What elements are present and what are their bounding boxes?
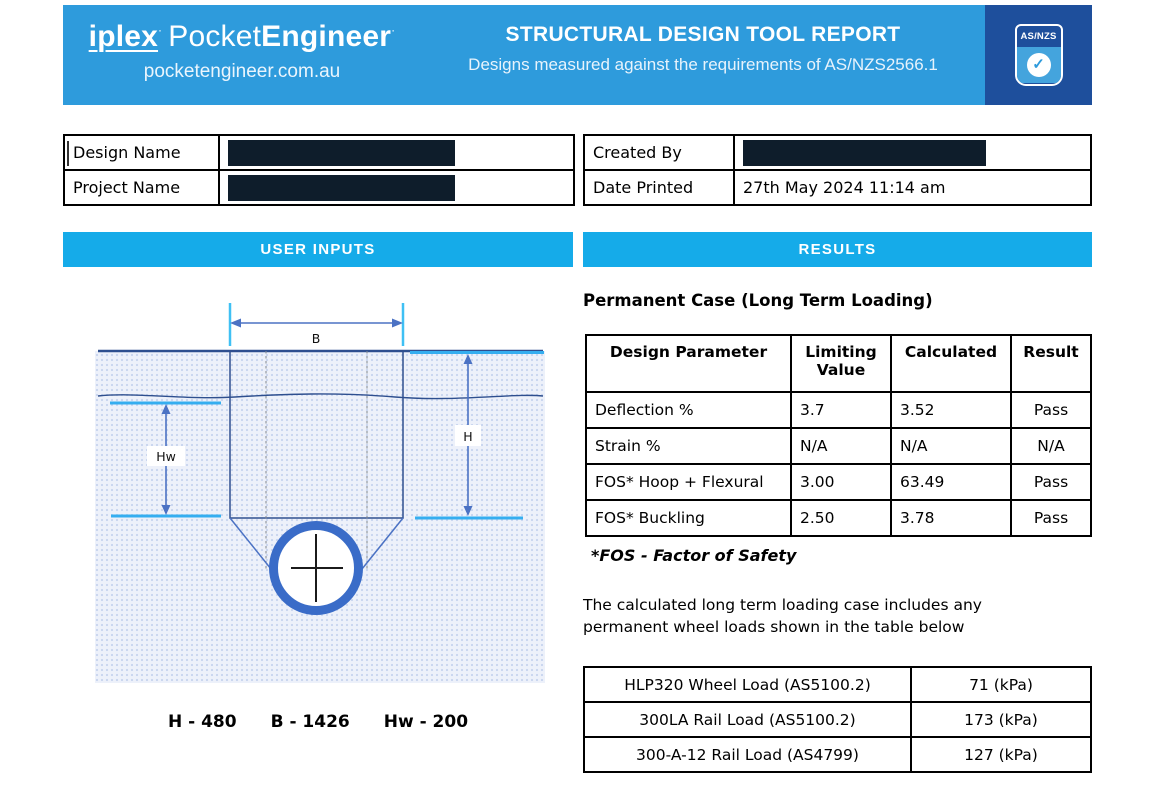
trench-pipe-diagram: B Hw H (95, 303, 545, 683)
arrowhead-icon (463, 354, 473, 364)
brand-tm-icon: · (158, 23, 163, 37)
text-cursor (67, 141, 69, 166)
header-titles: STRUCTURAL DESIGN TOOL REPORT Designs me… (421, 5, 985, 105)
hw-label-box (147, 446, 185, 466)
brand-engineer: Engineer (261, 20, 392, 53)
brand-pocket: Pocket (168, 20, 262, 53)
col-calculated: Calculated (890, 334, 1012, 393)
dim-b: B - 1426 (270, 712, 350, 732)
table-row: 300LA Rail Load (AS5100.2) 173 (kPa) (583, 701, 1092, 738)
brand-tm-icon: · (391, 23, 396, 37)
brand-website: pocketengineer.com.au (143, 61, 341, 82)
dim-hw: Hw - 200 (383, 712, 469, 732)
results-note: The calculated long term loading case in… (583, 596, 982, 637)
section-header-results: RESULTS (583, 232, 1092, 267)
project-name-label: Project Name (63, 169, 220, 206)
haunch-line-left (229, 517, 272, 570)
table-row: Deflection % 3.7 3.52 Pass (585, 391, 1092, 429)
brand-logo: iplex· PocketEngineer· pocketengineer.com… (63, 5, 421, 105)
brand-wordmark: iplex· PocketEngineer· (63, 20, 421, 54)
arrowhead-icon (161, 404, 171, 414)
haunch-line-right (361, 517, 404, 570)
table-row: HLP320 Wheel Load (AS5100.2) 71 (kPa) (583, 666, 1092, 703)
table-row: 300-A-12 Rail Load (AS4799) 127 (kPa) (583, 736, 1092, 773)
table-row: Created By (583, 134, 1092, 171)
b-label: B (312, 331, 321, 346)
table-row: Design Name (63, 134, 575, 171)
table-row: Strain % N/A N/A N/A (585, 427, 1092, 465)
table-row: FOS* Hoop + Flexural 3.00 63.49 Pass (585, 463, 1092, 501)
load-label: 300-A-12 Rail Load (AS4799) (583, 736, 912, 773)
redacted-created-by (743, 139, 986, 166)
design-info-table: Design Name Project Name (63, 134, 575, 206)
table-header-row: Design Parameter Limiting Value Calculat… (585, 334, 1092, 393)
arrowhead-icon (392, 318, 403, 328)
arrowhead-icon (463, 506, 473, 516)
load-value: 127 (kPa) (910, 736, 1092, 773)
design-name-label: Design Name (73, 143, 181, 162)
asnzs-badge-block: AS/NZS ✓ (985, 5, 1092, 105)
dimension-values: H - 480 B - 1426 Hw - 200 (63, 712, 573, 732)
result-cell: Pass (1010, 463, 1092, 501)
print-info-table: Created By Date Printed 27th May 2024 11… (583, 134, 1092, 206)
date-printed-label: Date Printed (583, 169, 735, 206)
report-subtitle: Designs measured against the requirement… (468, 55, 938, 74)
col-limiting-value: Limiting Value (790, 334, 892, 393)
brand-iplex: iplex (88, 20, 159, 53)
dim-h: H - 480 (167, 712, 237, 732)
trench-outline (229, 350, 404, 519)
water-table-line (97, 393, 544, 400)
section-header-user-inputs: USER INPUTS (63, 232, 573, 267)
load-value: 173 (kPa) (910, 701, 1092, 738)
h-label: H (463, 429, 472, 444)
fos-footnote: *FOS - Factor of Safety (591, 546, 797, 565)
result-cell: N/A (1010, 427, 1092, 465)
arrowhead-icon (161, 505, 171, 515)
case-title: Permanent Case (Long Term Loading) (583, 291, 933, 310)
table-row: Project Name (63, 169, 575, 206)
table-row: FOS* Buckling 2.50 3.78 Pass (585, 499, 1092, 537)
col-design-parameter: Design Parameter (585, 334, 792, 393)
result-cell: Pass (1010, 391, 1092, 429)
redacted-design-name (228, 139, 455, 166)
h-label-box (455, 425, 481, 446)
created-by-label: Created By (583, 134, 735, 171)
col-result: Result (1010, 334, 1092, 393)
date-printed-value: 27th May 2024 11:14 am (733, 169, 1092, 206)
results-table: Design Parameter Limiting Value Calculat… (585, 334, 1092, 537)
wheel-loads-table: HLP320 Wheel Load (AS5100.2) 71 (kPa) 30… (583, 666, 1092, 773)
asnzs-badge-label: AS/NZS (1020, 31, 1057, 42)
load-value: 71 (kPa) (910, 666, 1092, 703)
hw-label: Hw (156, 449, 176, 464)
check-icon: ✓ (1026, 53, 1051, 77)
result-cell: Pass (1010, 499, 1092, 537)
arrowhead-icon (230, 318, 241, 328)
asnzs-badge-icon: AS/NZS ✓ (1014, 24, 1063, 86)
load-label: HLP320 Wheel Load (AS5100.2) (583, 666, 912, 703)
load-label: 300LA Rail Load (AS5100.2) (583, 701, 912, 738)
redacted-project-name (228, 174, 455, 201)
table-row: Date Printed 27th May 2024 11:14 am (583, 169, 1092, 206)
report-header: iplex· PocketEngineer· pocketengineer.com… (63, 5, 1092, 105)
report-title: STRUCTURAL DESIGN TOOL REPORT (505, 23, 901, 46)
asnzs-badge-bottom: ✓ (1016, 47, 1061, 83)
b-label-box (301, 330, 331, 347)
